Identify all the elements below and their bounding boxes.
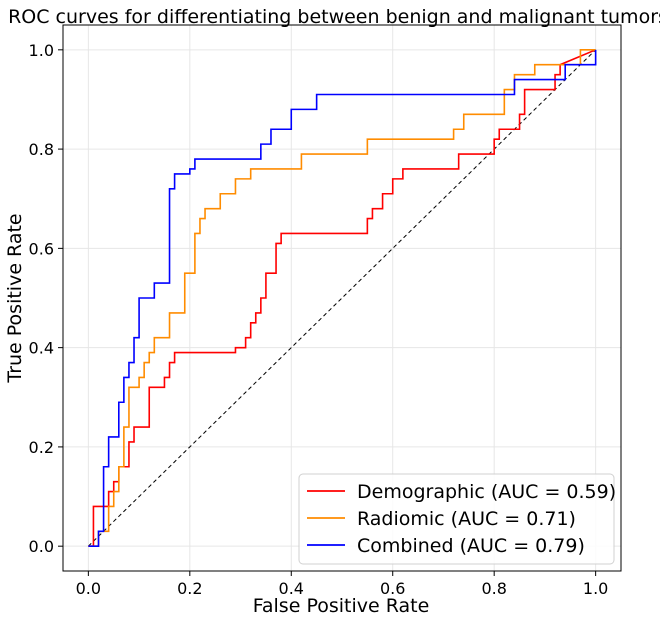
roc-series-line-0 bbox=[88, 49, 596, 547]
ticks: 0.0 0.2 0.4 0.6 0.8 1.0 0.0 0.2 0.4 0.6 0.8 1.0 bbox=[29, 41, 609, 598]
chance-diagonal-line bbox=[88, 49, 596, 547]
x-tick-label: 0.6 bbox=[380, 579, 405, 598]
x-tick-label: 0.0 bbox=[76, 579, 101, 598]
roc-series-line-2 bbox=[88, 49, 597, 547]
y-tick-label: 0.4 bbox=[29, 339, 54, 358]
x-tick-label: 0.4 bbox=[279, 579, 304, 598]
y-tick-label: 0.2 bbox=[29, 438, 54, 457]
y-axis-label: True Positive Rate bbox=[4, 213, 26, 383]
legend-box bbox=[298, 473, 615, 565]
legend: Demographic (AUC = 0.59) Radiomic (AUC = … bbox=[298, 473, 616, 565]
x-axis-label: False Positive Rate bbox=[253, 595, 430, 617]
x-tick-label: 0.8 bbox=[481, 579, 506, 598]
x-tick-label: 0.2 bbox=[177, 579, 202, 598]
chart-title: ROC curves for differentiating between b… bbox=[8, 6, 660, 28]
legend-entry-label: Combined (AUC = 0.79) bbox=[357, 535, 585, 557]
roc-series-line-1 bbox=[88, 49, 596, 547]
legend-entry-label: Radiomic (AUC = 0.71) bbox=[357, 508, 576, 530]
y-tick-label: 0.8 bbox=[29, 140, 54, 159]
x-tick-label: 1.0 bbox=[583, 579, 608, 598]
legend-entry-label: Demographic (AUC = 0.59) bbox=[357, 481, 616, 503]
y-tick-label: 0.6 bbox=[29, 239, 54, 258]
y-tick-label: 1.0 bbox=[29, 41, 54, 60]
y-tick-label: 0.0 bbox=[29, 537, 54, 556]
plot-frame bbox=[62, 24, 622, 572]
plot-lines bbox=[88, 49, 597, 547]
